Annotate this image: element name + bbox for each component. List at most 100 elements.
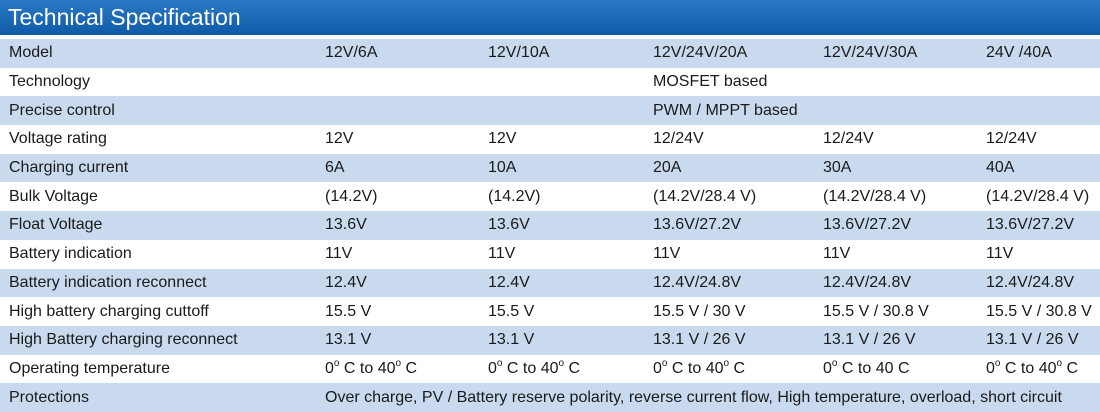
- row-label: Operating temperature: [0, 354, 325, 384]
- temperature-cell: 0o C to 40o C: [653, 354, 823, 384]
- row-label: Model: [0, 39, 325, 68]
- spec-cell: 13.1 V / 26 V: [823, 325, 986, 355]
- spec-cell: 6A: [325, 153, 488, 183]
- spec-cell: 10A: [488, 153, 653, 183]
- spec-cell: 15.5 V / 30 V: [653, 297, 823, 326]
- temperature-text: C to 40: [1000, 359, 1057, 377]
- spec-cell: (14.2V): [325, 182, 488, 212]
- spec-cell: 13.1 V: [325, 325, 488, 355]
- spec-cell: 12.4V: [488, 268, 653, 298]
- temperature-text: C to 40: [502, 359, 559, 377]
- degree-mark: o: [395, 357, 402, 369]
- spec-cell: 11V: [488, 239, 653, 269]
- degree-mark: o: [333, 357, 340, 369]
- table-row: Battery indication 11V 11V 11V 11V 11V: [0, 239, 1100, 269]
- model-cell: 12V/10A: [488, 39, 653, 68]
- spec-cell: 15.5 V / 30.8 V: [823, 297, 986, 326]
- temperature-text: C to 40: [667, 359, 724, 377]
- row-label: High battery charging cuttoff: [0, 297, 325, 326]
- precise-control-value: PWM / MPPT based: [653, 96, 1100, 126]
- spec-cell: 12V: [488, 125, 653, 154]
- temperature-text: 0: [325, 359, 334, 377]
- temperature-cell: 0o C to 40o C: [325, 354, 488, 384]
- spec-title: Technical Specification: [8, 4, 241, 30]
- degree-mark: o: [496, 357, 503, 369]
- table-row-precise-control: Precise control PWM / MPPT based: [0, 96, 1100, 126]
- table-row: Charging current 6A 10A 20A 30A 40A: [0, 153, 1100, 183]
- temperature-text: 0: [823, 359, 832, 377]
- spec-cell: 12V: [325, 125, 488, 154]
- temperature-cell: 0o C to 40o C: [986, 354, 1100, 384]
- model-cell: 12V/6A: [325, 39, 488, 68]
- temperature-text: 0: [986, 359, 995, 377]
- temperature-text: 0: [653, 359, 662, 377]
- row-label: High Battery charging reconnect: [0, 325, 325, 355]
- degree-mark: o: [831, 357, 838, 369]
- table-row: High Battery charging reconnect 13.1 V 13.…: [0, 325, 1100, 355]
- model-cell: 24V /40A: [986, 39, 1100, 68]
- spec-cell: 11V: [325, 239, 488, 269]
- table-row: Float Voltage 13.6V 13.6V 13.6V/27.2V 13.6V/…: [0, 211, 1100, 240]
- temperature-text: C: [1062, 359, 1079, 377]
- model-cell: 12V/24V/30A: [823, 39, 986, 68]
- spec-cell: (14.2V/28.4 V): [653, 182, 823, 212]
- row-label: Battery indication: [0, 239, 325, 269]
- row-label: Charging current: [0, 153, 325, 183]
- spec-table: Model 12V/6A 12V/10A 12V/24V/20A 12V/24V…: [0, 39, 1100, 412]
- temperature-text: C: [729, 359, 746, 377]
- spec-cell: 13.6V/27.2V: [823, 211, 986, 240]
- spec-cell: 12.4V/24.8V: [986, 268, 1100, 298]
- spec-cell: 12.4V: [325, 268, 488, 298]
- degree-mark: o: [723, 357, 730, 369]
- table-row-technology: Technology MOSFET based: [0, 67, 1100, 97]
- degree-mark: o: [661, 357, 668, 369]
- spec-cell: 11V: [986, 239, 1100, 269]
- table-row: Battery indication reconnect 12.4V 12.4V 12…: [0, 268, 1100, 298]
- row-label: Float Voltage: [0, 211, 325, 240]
- temperature-cell: 0o C to 40 C: [823, 354, 986, 384]
- spec-cell: (14.2V/28.4 V): [823, 182, 986, 212]
- spec-cell: 12.4V/24.8V: [823, 268, 986, 298]
- spec-cell: 20A: [653, 153, 823, 183]
- spec-cell: 12/24V: [986, 125, 1100, 154]
- degree-mark: o: [1056, 357, 1063, 369]
- spec-cell: 13.6V/27.2V: [986, 211, 1100, 240]
- spec-cell: (14.2V): [488, 182, 653, 212]
- table-row: Voltage rating 12V 12V 12/24V 12/24V 12/24V: [0, 125, 1100, 154]
- table-row-protections: Protections Over charge, PV / Battery res…: [0, 383, 1100, 412]
- temperature-text: C: [401, 359, 418, 377]
- spec-cell: 30A: [823, 153, 986, 183]
- temperature-text: C to 40: [339, 359, 396, 377]
- row-label: Protections: [0, 383, 325, 412]
- table-row-model: Model 12V/6A 12V/10A 12V/24V/20A 12V/24V…: [0, 39, 1100, 68]
- protections-value: Over charge, PV / Battery reserve polari…: [325, 383, 1100, 412]
- row-label: Battery indication reconnect: [0, 268, 325, 298]
- row-label: Voltage rating: [0, 125, 325, 154]
- temperature-text: C to 40 C: [837, 359, 910, 377]
- spec-cell: 12/24V: [823, 125, 986, 154]
- spec-cell: 13.6V: [488, 211, 653, 240]
- temperature-text: 0: [488, 359, 497, 377]
- empty-cell: [325, 96, 653, 126]
- spec-cell: 13.1 V: [488, 325, 653, 355]
- temperature-text: C: [564, 359, 581, 377]
- degree-mark: o: [994, 357, 1001, 369]
- spec-cell: 11V: [823, 239, 986, 269]
- spec-cell: 15.5 V: [488, 297, 653, 326]
- spec-cell: 13.6V/27.2V: [653, 211, 823, 240]
- row-label: Bulk Voltage: [0, 182, 325, 212]
- spec-cell: (14.2V/28.4 V): [986, 182, 1100, 212]
- spec-cell: 11V: [653, 239, 823, 269]
- row-label: Technology: [0, 67, 325, 97]
- spec-cell: 15.5 V / 30.8 V: [986, 297, 1100, 326]
- empty-cell: [325, 67, 653, 97]
- spec-cell: 13.1 V / 26 V: [986, 325, 1100, 355]
- model-cell: 12V/24V/20A: [653, 39, 823, 68]
- table-row-operating-temperature: Operating temperature 0o C to 40o C 0o C t…: [0, 354, 1100, 384]
- row-label: Precise control: [0, 96, 325, 126]
- spec-title-bar: Technical Specification: [0, 0, 1100, 35]
- temperature-cell: 0o C to 40o C: [488, 354, 653, 384]
- spec-cell: 12.4V/24.8V: [653, 268, 823, 298]
- spec-cell: 15.5 V: [325, 297, 488, 326]
- spec-cell: 40A: [986, 153, 1100, 183]
